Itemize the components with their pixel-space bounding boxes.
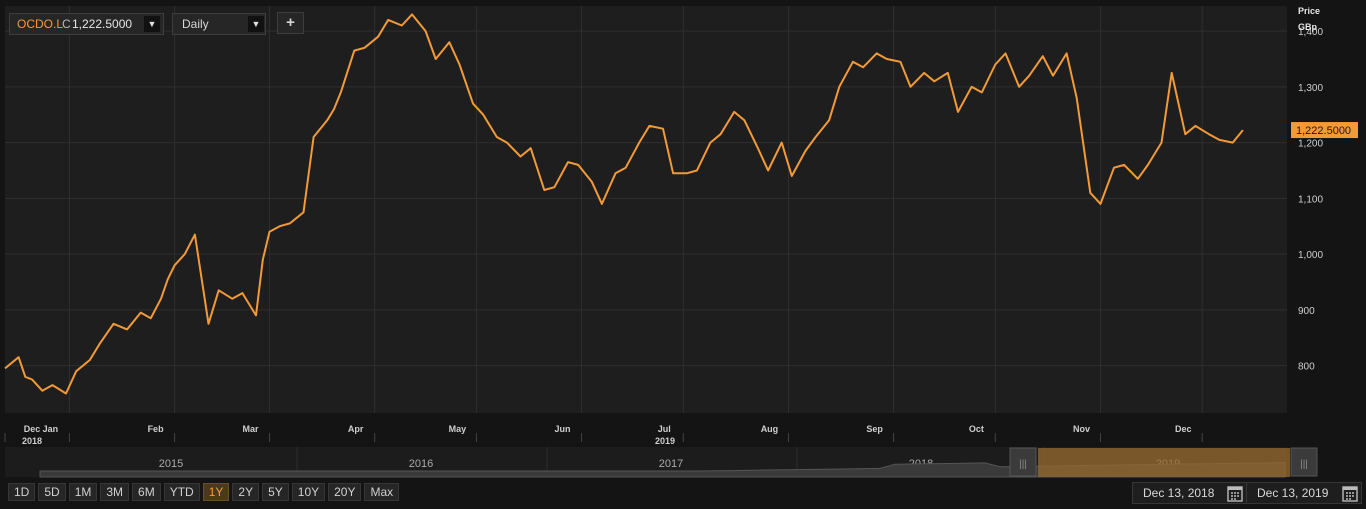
range-button-3m[interactable]: 3M <box>100 483 130 501</box>
range-button-2y[interactable]: 2Y <box>232 483 260 501</box>
range-button-1d[interactable]: 1D <box>8 483 36 501</box>
date-from-value: Dec 13, 2018 <box>1143 486 1215 500</box>
last-value-marker: 1,222.5000 <box>1291 122 1358 139</box>
x-tick-label: Nov <box>1073 424 1090 434</box>
last-value-box <box>1291 122 1358 139</box>
x-tick-label: Sep <box>866 424 883 434</box>
calendar-icon[interactable] <box>1227 484 1243 502</box>
range-button-10y[interactable]: 10Y <box>291 483 326 501</box>
x-tick-label: May <box>449 424 467 434</box>
ticker-select[interactable]: OCDO.L C 1,222.5000 ▼ <box>9 13 164 35</box>
x-tick-label: Jun <box>555 424 571 434</box>
y-tick-label: 1,000 <box>1298 250 1323 261</box>
range-button-6m[interactable]: 6M <box>132 483 161 501</box>
x-tick-label: Jan <box>43 424 59 434</box>
y-tick-label: 1,100 <box>1298 194 1323 205</box>
plot-background <box>5 6 1287 413</box>
date-from-input[interactable]: Dec 13, 2018 <box>1132 482 1247 504</box>
navigator[interactable]: 20152016201720182019 ||| ||| <box>5 447 1318 478</box>
left-handle-grip-icon: ||| <box>1019 459 1027 470</box>
interval-value: Daily <box>182 17 209 31</box>
price-type: C <box>62 17 71 31</box>
last-value-label: 1,222.5000 <box>1296 125 1351 137</box>
range-button-5y[interactable]: 5Y <box>262 483 289 501</box>
range-selector: 1D 5D 1M 3M 6M YTD 1Y 2Y 5Y 10Y 20Y Max <box>8 483 400 503</box>
grid-lines <box>5 6 1287 413</box>
x-tick-label: Aug <box>761 424 779 434</box>
x-year-label: 2019 <box>655 436 675 446</box>
x-tick-label: Mar <box>243 424 260 434</box>
navigator-year-label: 2016 <box>409 458 433 470</box>
y-tick-label: 1,400 <box>1298 27 1323 38</box>
navigator-left-handle[interactable] <box>1009 447 1037 477</box>
plus-icon: + <box>286 14 295 31</box>
x-tick-label: Feb <box>148 424 165 434</box>
price-series-line <box>4 13 1244 395</box>
interval-select[interactable]: Daily ▼ <box>172 13 266 35</box>
y-unit-label: Price <box>1298 6 1320 16</box>
navigator-right-handle[interactable] <box>1290 447 1318 477</box>
range-button-1y[interactable]: 1Y <box>202 483 230 501</box>
ticker-price: 1,222.5000 <box>72 17 133 31</box>
navigator-year-label: 2015 <box>159 458 183 470</box>
date-to-input[interactable]: Dec 13, 2019 <box>1246 482 1362 504</box>
range-button-1m[interactable]: 1M <box>68 483 98 501</box>
x-year-label: 2018 <box>22 436 42 446</box>
y-axis: 800 900 1,000 1,100 1,200 1,300 1,400 Price GBp <box>1298 6 1323 373</box>
y-tick-label: 800 <box>1298 362 1315 373</box>
x-tick-label: Dec <box>24 424 41 434</box>
y-tick-label: 900 <box>1298 306 1315 317</box>
range-button-5d[interactable]: 5D <box>38 483 66 501</box>
calendar-icon[interactable] <box>1342 484 1358 502</box>
x-tick-label: Apr <box>348 424 364 434</box>
y-unit-label: GBp <box>1298 22 1318 32</box>
y-tick-label: 1,300 <box>1298 83 1323 94</box>
chevron-down-icon[interactable]: ▼ <box>144 16 160 32</box>
range-button-max[interactable]: Max <box>364 483 400 501</box>
x-tick-label: Oct <box>969 424 984 434</box>
navigator-year-label: 2017 <box>659 458 683 470</box>
add-series-button[interactable]: + <box>277 12 304 34</box>
range-button-ytd[interactable]: YTD <box>163 483 200 501</box>
chevron-down-icon[interactable]: ▼ <box>248 16 264 32</box>
right-handle-grip-icon: ||| <box>1300 459 1308 470</box>
date-to-value: Dec 13, 2019 <box>1257 486 1329 500</box>
y-tick-label: 1,200 <box>1298 139 1323 150</box>
navigator-selection[interactable] <box>1038 448 1290 477</box>
range-button-20y[interactable]: 20Y <box>328 483 362 501</box>
x-tick-label: Dec <box>1175 424 1192 434</box>
ticker-symbol: OCDO.L <box>17 17 64 31</box>
x-tick-label: Jul <box>658 424 671 434</box>
